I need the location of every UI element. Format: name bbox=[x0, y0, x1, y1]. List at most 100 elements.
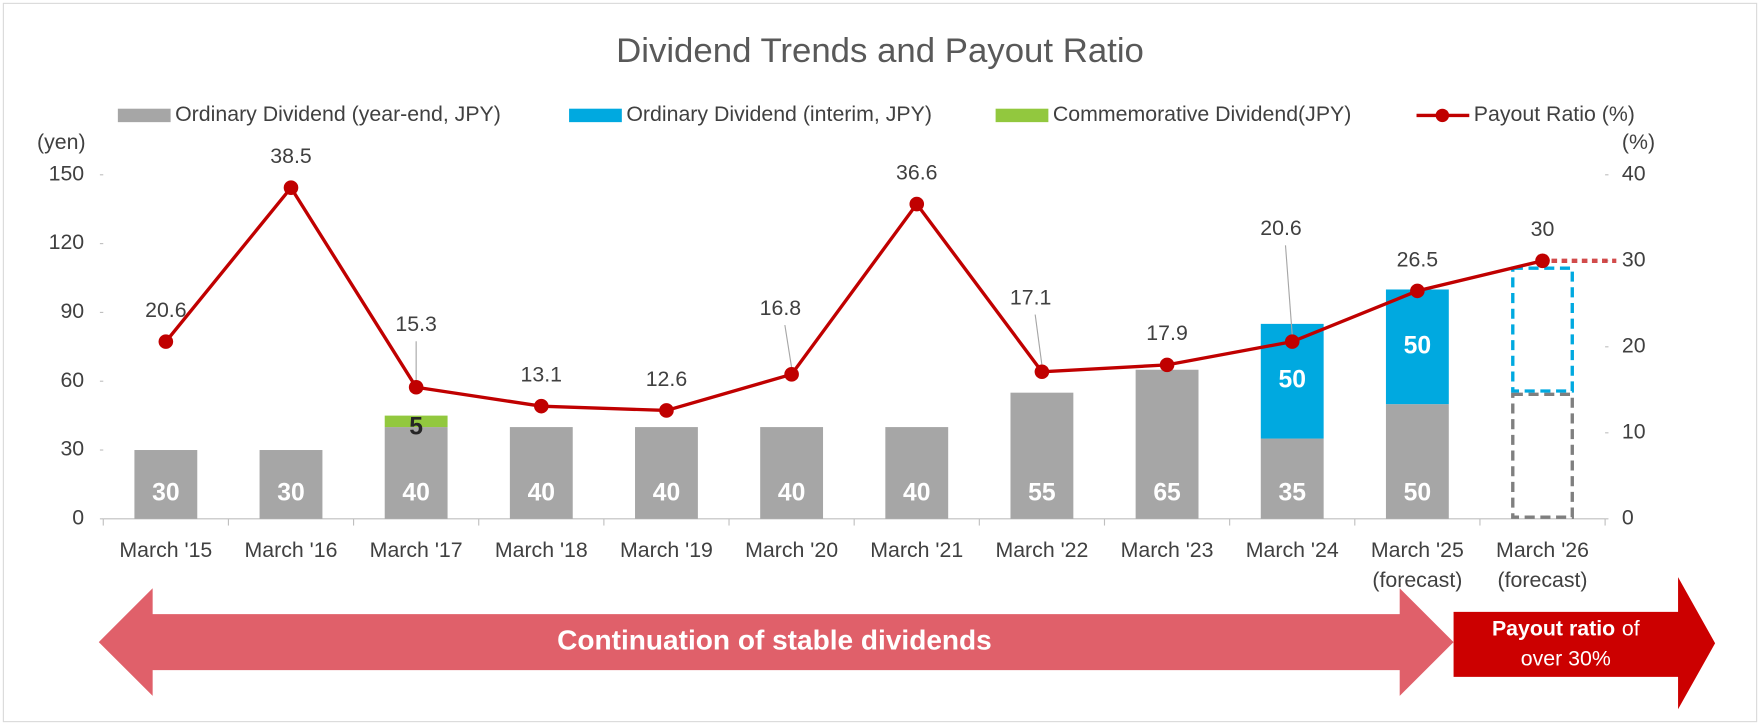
point bbox=[1034, 364, 1050, 380]
legend-label: Ordinary Dividend (interim, JPY) bbox=[626, 102, 932, 126]
y-axis-label: (yen) bbox=[37, 130, 86, 154]
bar bbox=[1511, 266, 1574, 393]
x-tick-label: March '21 bbox=[870, 538, 963, 562]
bar-label: 55 bbox=[1028, 480, 1056, 507]
point bbox=[408, 379, 424, 395]
point bbox=[283, 180, 299, 195]
bar bbox=[1385, 404, 1449, 519]
legend-swatch bbox=[117, 108, 171, 123]
point bbox=[1284, 334, 1300, 349]
right-arrow-bold: Payout ratio bbox=[1492, 616, 1615, 640]
bar-label: 30 bbox=[152, 480, 179, 507]
bar bbox=[509, 427, 573, 519]
legend-swatch bbox=[569, 108, 622, 123]
right-arrow-text: Payout ratio of bbox=[1492, 616, 1640, 640]
bar bbox=[1511, 392, 1574, 519]
x-tick-label: March '19 bbox=[620, 538, 713, 562]
point-label: 36.6 bbox=[896, 160, 937, 184]
bar-label: 50 bbox=[1404, 480, 1431, 507]
legend-dot bbox=[1435, 108, 1450, 123]
point-label: 13.1 bbox=[521, 363, 562, 387]
point-label: 16.8 bbox=[760, 296, 801, 320]
x-tick-label: March '18 bbox=[495, 538, 588, 562]
point bbox=[659, 403, 674, 418]
bar bbox=[1385, 289, 1449, 405]
point bbox=[534, 398, 549, 414]
y-tick-label: 150 bbox=[49, 161, 85, 185]
bar-label: 40 bbox=[653, 480, 680, 507]
y2-tick-label: 20 bbox=[1622, 333, 1646, 357]
legend-label: Payout Ratio (%) bbox=[1474, 102, 1635, 126]
chart-title: Dividend Trends and Payout Ratio bbox=[616, 32, 1144, 70]
point-label: 12.6 bbox=[646, 367, 687, 391]
bar-label: 40 bbox=[528, 480, 555, 507]
point bbox=[158, 334, 174, 349]
point-label: 30 bbox=[1531, 217, 1555, 241]
x-tick-label: (forecast) bbox=[1372, 568, 1462, 592]
bar-label: 30 bbox=[277, 480, 304, 507]
legend-label: Commemorative Dividend(JPY) bbox=[1053, 102, 1352, 126]
y-tick-label: 60 bbox=[60, 368, 84, 392]
y-tick-label: 90 bbox=[60, 299, 84, 323]
bar-label: 50 bbox=[1278, 367, 1305, 394]
x-tick-label: March '16 bbox=[245, 538, 338, 562]
y2-tick-label: 40 bbox=[1622, 161, 1646, 185]
point-label: 20.6 bbox=[145, 298, 186, 322]
left-arrow-text: Continuation of stable dividends bbox=[557, 624, 992, 655]
x-tick-label: March '22 bbox=[995, 538, 1088, 562]
y2-tick-label: 10 bbox=[1622, 419, 1646, 443]
y-tick-label: 30 bbox=[60, 437, 84, 461]
bar-label: 40 bbox=[402, 480, 429, 507]
point-label: 26.5 bbox=[1397, 247, 1438, 271]
point-label: 20.6 bbox=[1260, 216, 1301, 240]
y-tick-label: 0 bbox=[72, 505, 84, 529]
point bbox=[784, 367, 799, 382]
legend-swatch bbox=[995, 108, 1049, 123]
line bbox=[164, 184, 1543, 413]
y2-tick-label: 30 bbox=[1622, 247, 1646, 271]
right-arrow bbox=[1453, 577, 1716, 710]
point bbox=[1159, 357, 1175, 373]
bar bbox=[760, 427, 824, 519]
bar-label: 65 bbox=[1153, 480, 1181, 507]
x-tick-label: March '17 bbox=[370, 538, 463, 562]
bar bbox=[134, 450, 198, 519]
leader-line bbox=[1034, 314, 1043, 366]
x-tick-label: March '26 bbox=[1496, 538, 1589, 562]
leader-line bbox=[784, 324, 793, 368]
bar bbox=[384, 427, 448, 519]
point bbox=[1535, 253, 1550, 269]
bar-label: 35 bbox=[1278, 480, 1306, 507]
bar bbox=[635, 427, 698, 519]
y2-axis-label: (%) bbox=[1622, 130, 1655, 154]
x-tick-label: (forecast) bbox=[1498, 568, 1588, 592]
y-tick-label: 120 bbox=[49, 230, 85, 254]
x-tick-label: March '24 bbox=[1246, 538, 1339, 562]
bar bbox=[1010, 392, 1074, 519]
bar-label: 5 bbox=[409, 414, 423, 441]
bar bbox=[259, 450, 323, 519]
point bbox=[1410, 283, 1425, 299]
bar bbox=[1260, 438, 1324, 519]
bar bbox=[384, 415, 448, 428]
legend-label: Ordinary Dividend (year-end, JPY) bbox=[175, 102, 501, 126]
right-arrow-line2: over 30% bbox=[1521, 647, 1611, 671]
point bbox=[909, 196, 925, 212]
left-arrow bbox=[98, 588, 1454, 696]
point-label: 38.5 bbox=[270, 144, 311, 168]
point-label: 15.3 bbox=[395, 312, 436, 336]
bar-label: 40 bbox=[903, 480, 930, 507]
bar bbox=[1135, 369, 1199, 519]
y2-tick-label: 0 bbox=[1622, 505, 1634, 529]
right-arrow-rest: of bbox=[1622, 616, 1640, 640]
x-tick-label: March '25 bbox=[1371, 538, 1464, 562]
point-label: 17.9 bbox=[1146, 321, 1187, 345]
x-tick-label: March '23 bbox=[1121, 538, 1214, 562]
bar bbox=[885, 427, 949, 519]
leader-line bbox=[1284, 245, 1293, 335]
x-tick-label: March '15 bbox=[119, 538, 212, 562]
x-tick-label: March '20 bbox=[745, 538, 838, 562]
point-label: 17.1 bbox=[1010, 286, 1051, 310]
